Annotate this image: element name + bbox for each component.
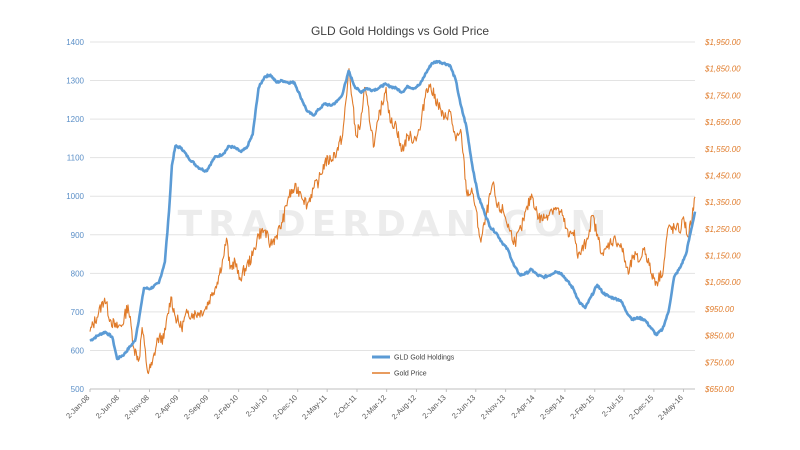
left-tick-label: 1000 — [66, 192, 84, 201]
right-tick-label: $1,750.00 — [704, 91, 741, 100]
left-tick-label: 900 — [71, 231, 85, 240]
x-tick-label: 2-Jun-13 — [450, 393, 477, 420]
x-tick-label: 2-Aug-12 — [390, 393, 418, 421]
left-tick-label: 1400 — [66, 38, 84, 47]
x-tick-label: 2-Nov-08 — [123, 393, 151, 421]
x-tick-label: 2-Dec-10 — [271, 393, 299, 421]
watermark-text: TRADERDAN.COM — [178, 204, 613, 245]
x-tick-label: 2-Jun-08 — [94, 393, 121, 420]
gold-price-line — [89, 68, 696, 375]
right-tick-label: $1,450.00 — [704, 171, 741, 180]
legend: GLD Gold Holdings Gold Price — [372, 355, 455, 378]
left-tick-label: 1200 — [66, 115, 84, 124]
left-tick-label: 1300 — [66, 77, 84, 86]
x-tick-label: 2-Jul-10 — [244, 393, 270, 419]
right-tick-label: $1,650.00 — [704, 118, 741, 127]
right-tick-label: $650.00 — [704, 385, 734, 394]
x-tick-label: 2-Sep-14 — [538, 393, 566, 421]
right-tick-label: $1,250.00 — [704, 225, 741, 234]
x-axis-ticks: 2-Jan-08 2-Jun-08 2-Nov-08 2-Apr-09 2-Sep-09… — [64, 389, 685, 422]
right-tick-label: $950.00 — [704, 305, 734, 314]
x-tick-label: 2-Oct-11 — [332, 393, 359, 420]
right-tick-label: $1,150.00 — [704, 252, 741, 261]
x-tick-label: 2-Nov-13 — [479, 393, 507, 421]
left-tick-label: 600 — [71, 346, 85, 355]
chart-title: GLD Gold Holdings vs Gold Price — [311, 24, 489, 38]
right-axis-ticks: $650.00 $750.00 $850.00 $950.00 $1,050.00 $1,… — [704, 38, 741, 394]
gld-holdings-line — [89, 59, 697, 361]
x-tick-label: 2-Jan-13 — [420, 393, 447, 420]
x-tick-label: 2-Dec-15 — [627, 393, 655, 421]
right-tick-label: $1,050.00 — [704, 278, 741, 287]
x-tick-label: 2-Apr-14 — [509, 393, 536, 420]
left-tick-label: 500 — [71, 385, 85, 394]
right-tick-label: $850.00 — [704, 332, 734, 341]
legend-label-gld-holdings: GLD Gold Holdings — [394, 355, 455, 362]
gridlines — [90, 41, 695, 390]
x-tick-label: 2-Apr-09 — [153, 393, 180, 420]
right-tick-label: $1,350.00 — [704, 198, 741, 207]
x-tick-label: 2-Sep-09 — [182, 393, 210, 421]
series-lines — [89, 59, 697, 375]
x-tick-label: 2-Jul-15 — [600, 393, 626, 419]
legend-label-gold-price: Gold Price — [394, 371, 427, 378]
x-tick-label: 2-Feb-10 — [212, 393, 240, 421]
right-tick-label: $1,950.00 — [704, 38, 741, 47]
left-tick-label: 800 — [71, 269, 85, 278]
x-tick-label: 2-Mar-12 — [360, 393, 388, 421]
right-tick-label: $1,550.00 — [704, 145, 741, 154]
right-tick-label: $1,850.00 — [704, 65, 741, 74]
right-tick-label: $750.00 — [704, 358, 734, 367]
x-tick-label: 2-May-11 — [300, 393, 328, 421]
left-tick-label: 700 — [71, 308, 85, 317]
x-tick-label: 2-May-16 — [656, 393, 685, 422]
left-tick-label: 1100 — [67, 154, 85, 163]
x-tick-label: 2-Feb-15 — [568, 393, 596, 421]
x-tick-label: 2-Jan-08 — [64, 393, 91, 420]
left-axis-ticks: 500 600 700 800 900 1000 1100 1200 1300 1400 — [66, 38, 84, 394]
